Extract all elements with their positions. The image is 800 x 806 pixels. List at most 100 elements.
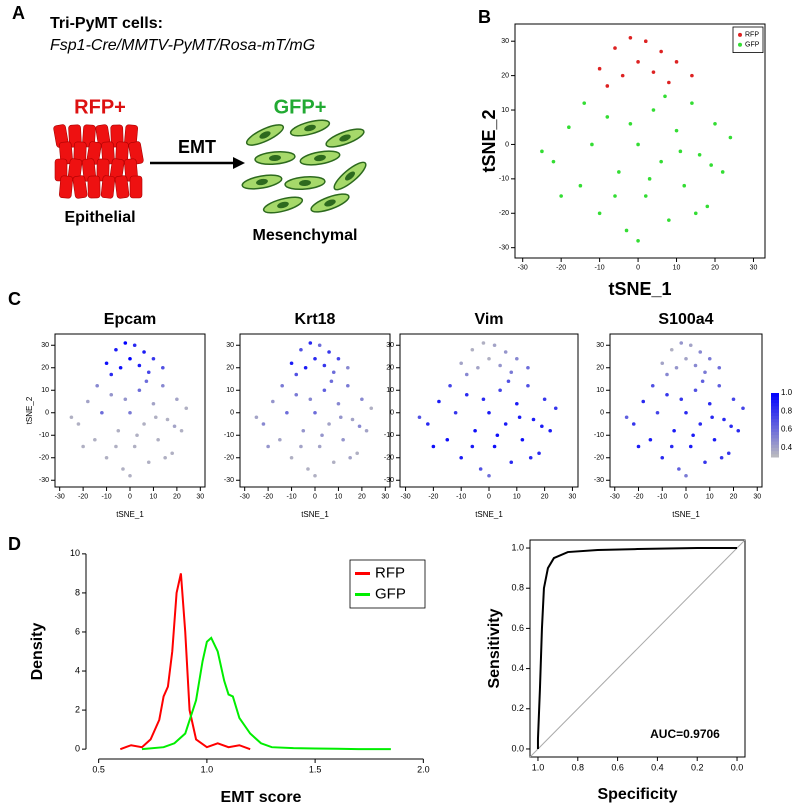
point (697, 152, 702, 157)
colorbar-step (771, 434, 779, 439)
y-tick-label: -20 (39, 455, 49, 462)
x-tick-label: -20 (633, 493, 643, 500)
point (700, 379, 705, 384)
point (669, 444, 674, 449)
point (132, 343, 137, 348)
point (142, 422, 146, 426)
y-tick-label: 10 (41, 387, 49, 394)
point (709, 163, 713, 167)
point (109, 392, 114, 397)
colorbar-step (771, 415, 779, 420)
point (717, 383, 722, 388)
point (682, 183, 687, 188)
point (667, 218, 671, 222)
point (118, 365, 123, 370)
point (329, 379, 334, 384)
x-tick-label: -10 (595, 264, 605, 271)
plot-frame (514, 23, 766, 259)
point (313, 473, 317, 478)
x-tick-label: 0 (636, 264, 640, 271)
y-tick-label: -10 (384, 432, 394, 439)
chart-title: Krt18 (295, 311, 336, 328)
y-tick-label: 0.0 (511, 743, 524, 753)
y-tick-label: 0.8 (511, 583, 524, 593)
point (498, 363, 502, 368)
x-tick-label: -30 (610, 493, 620, 500)
x-tick-label: 0 (128, 493, 132, 500)
point (123, 397, 128, 402)
colorbar-step (771, 453, 779, 458)
legend-label: GFP (745, 42, 760, 49)
y-tick-label: 30 (226, 342, 234, 349)
point (690, 101, 694, 105)
x-axis-label: tSNE_1 (608, 279, 671, 299)
y-tick-label: 0.4 (511, 663, 524, 673)
point (146, 370, 151, 375)
point (578, 183, 583, 188)
point (628, 121, 633, 126)
point (515, 401, 519, 406)
point (620, 73, 625, 78)
point (636, 142, 640, 147)
point (313, 356, 317, 361)
nucleus (277, 201, 289, 209)
point (306, 467, 310, 471)
y-tick-label: 10 (386, 387, 394, 394)
y-tick-label: 30 (596, 342, 604, 349)
point (322, 388, 327, 393)
y-tick-label: 20 (226, 365, 234, 372)
y-tick-label: 20 (596, 365, 604, 372)
x-tick-label: 10 (673, 264, 681, 271)
point (470, 347, 475, 352)
colorbar-step (771, 393, 779, 397)
point (688, 444, 693, 449)
reference-line (529, 539, 746, 758)
point (660, 455, 665, 460)
y-tick-label: 0 (45, 410, 49, 417)
y-tick-label: -20 (384, 455, 394, 462)
colorbar-step (771, 402, 779, 407)
y-tick-label: 0 (75, 744, 80, 754)
point (648, 437, 653, 442)
point (137, 363, 142, 368)
point (553, 406, 558, 411)
point (492, 343, 497, 348)
point (495, 433, 500, 438)
epithelial-cell (72, 175, 88, 199)
point (703, 460, 707, 465)
point (123, 341, 128, 345)
point (665, 372, 669, 377)
point (684, 473, 688, 478)
colorbar-step (771, 399, 779, 404)
point (163, 455, 167, 460)
y-tick-label: 8 (75, 587, 80, 597)
x-tick-label: 0.6 (611, 763, 624, 773)
density-line (141, 636, 391, 751)
colorbar-label: 0.8 (781, 406, 793, 415)
point (663, 94, 667, 99)
point (693, 388, 698, 393)
point (313, 410, 317, 415)
panel-label: C (8, 289, 21, 309)
point (308, 397, 313, 402)
point (520, 437, 525, 442)
point (540, 424, 544, 429)
point (517, 415, 522, 420)
colorbar-step (771, 447, 779, 452)
point (665, 392, 669, 397)
colorbar-step (771, 396, 779, 400)
point (693, 211, 698, 216)
point (116, 428, 121, 433)
colorbar-step (771, 405, 779, 410)
point (327, 422, 331, 426)
point (137, 388, 142, 393)
point (728, 135, 733, 140)
y-tick-label: -30 (594, 477, 604, 484)
x-tick-label: -20 (78, 493, 88, 500)
point (660, 361, 665, 366)
y-tick-label: 20 (41, 365, 49, 372)
point (669, 347, 674, 352)
point (114, 444, 118, 449)
point (509, 370, 514, 375)
